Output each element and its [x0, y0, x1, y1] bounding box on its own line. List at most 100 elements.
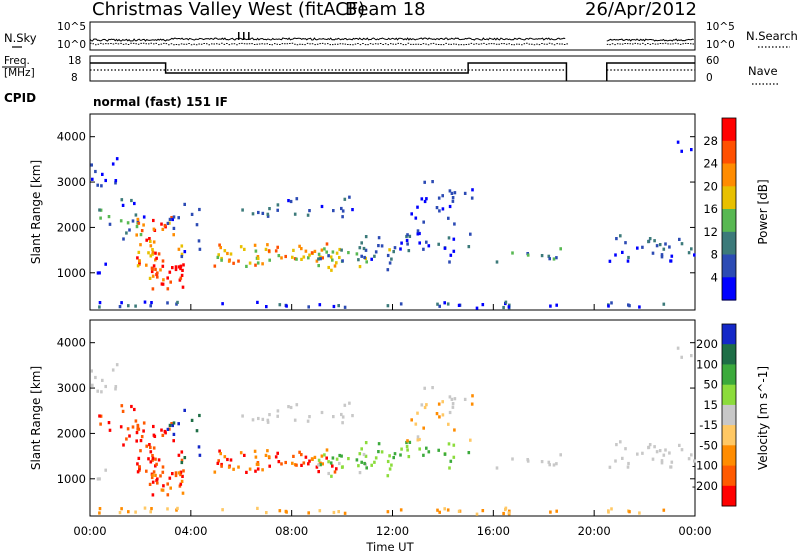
- power-cell: [338, 247, 341, 252]
- power-cell: [162, 278, 165, 282]
- power-cell: [253, 243, 257, 247]
- power-cell: [111, 162, 115, 166]
- velocity-cell: [552, 463, 556, 467]
- power-ytick-label: 3000: [57, 175, 86, 189]
- power-cell: [438, 304, 441, 308]
- velocity-cell: [161, 465, 165, 469]
- power-cell: [451, 199, 455, 203]
- power-cell: [151, 274, 155, 278]
- velocity-cell: [166, 507, 169, 511]
- velocity-cell: [320, 410, 324, 415]
- power-cell: [687, 251, 691, 255]
- velocity-cell: [137, 427, 141, 431]
- velocity-cell: [276, 414, 279, 418]
- power-cell: [340, 248, 343, 252]
- velocity-cell: [152, 446, 156, 450]
- velocity-cell: [147, 457, 150, 461]
- velocity-cell: [662, 508, 666, 512]
- velocity-cell: [337, 510, 340, 514]
- power-cell: [254, 263, 257, 267]
- velocity-cell: [237, 465, 240, 469]
- power-cell: [400, 241, 403, 245]
- power-cell: [475, 306, 479, 310]
- velocity-cell: [540, 460, 544, 464]
- power-ylabel: Slant Range [km]: [29, 160, 43, 264]
- power-cell: [647, 240, 650, 244]
- velocity-cell: [315, 465, 319, 469]
- velocity-cell: [423, 386, 426, 390]
- power-cell: [452, 249, 456, 253]
- power-cell: [257, 210, 260, 215]
- power-cell: [276, 208, 279, 212]
- power-cell: [154, 267, 157, 271]
- power-cell: [418, 231, 421, 236]
- velocity-cell: [327, 460, 330, 464]
- velocity-cell: [151, 473, 154, 477]
- power-colorbar-tick-label: 16: [703, 202, 718, 216]
- velocity-cell: [338, 461, 341, 466]
- velocity-cell: [338, 453, 341, 458]
- freq-right-tick-bottom: 0: [706, 72, 713, 84]
- power-cell: [690, 148, 693, 152]
- power-cell: [357, 258, 360, 262]
- frequency-trace: [90, 62, 695, 81]
- velocity-cell: [163, 429, 167, 434]
- velocity-colorbar-segment: [722, 384, 736, 406]
- velocity-cell: [448, 395, 452, 399]
- power-cell: [163, 223, 167, 228]
- power-cell: [447, 236, 451, 240]
- power-cell: [219, 246, 222, 250]
- power-cell: [425, 240, 428, 244]
- velocity-cell: [181, 491, 185, 495]
- power-cell: [416, 229, 420, 233]
- velocity-cell: [447, 422, 450, 426]
- velocity-colorbar-tick-label: -50: [699, 438, 718, 452]
- velocity-cell: [178, 484, 182, 488]
- velocity-cell: [174, 471, 178, 475]
- velocity-cell: [555, 462, 558, 466]
- velocity-cell: [276, 451, 279, 455]
- frequency-line: [90, 62, 695, 81]
- power-cell: [198, 247, 202, 251]
- power-panel: 1000 2000 3000 4000 Slant Range [km] 4 8 12 16…: [29, 113, 770, 311]
- velocity-cell: [343, 511, 347, 515]
- velocity-cell: [245, 470, 248, 474]
- velocity-cell: [329, 461, 333, 465]
- velocity-colorbar-frame: [721, 323, 737, 507]
- velocity-cell: [647, 446, 650, 450]
- velocity-cell: [687, 457, 691, 461]
- power-cell: [180, 244, 184, 248]
- velocity-cell: [437, 448, 440, 452]
- power-cell: [408, 234, 412, 238]
- velocity-cell: [317, 463, 320, 467]
- velocity-cell: [422, 426, 425, 430]
- power-cell: [660, 253, 664, 257]
- velocity-cell: [118, 511, 122, 515]
- velocity-cell: [151, 456, 155, 460]
- power-axis-ticks: 1000 2000 3000 4000: [57, 130, 696, 310]
- noise-search-line: [90, 42, 694, 46]
- power-cell: [295, 257, 298, 261]
- power-cell: [254, 249, 258, 253]
- velocity-cell: [239, 451, 243, 455]
- velocity-cell: [148, 482, 152, 486]
- frequency-panel-frame: [89, 55, 696, 82]
- power-cell: [216, 255, 220, 259]
- velocity-cell: [304, 455, 308, 459]
- power-cell: [218, 243, 221, 247]
- freq-label-line2: [MHz]: [4, 67, 35, 79]
- power-cell: [502, 305, 505, 310]
- power-cell: [213, 264, 217, 268]
- velocity-cell: [151, 480, 155, 484]
- power-cell: [237, 259, 240, 263]
- power-cell: [142, 223, 145, 227]
- velocity-cell: [507, 511, 511, 515]
- velocity-cell: [678, 443, 681, 447]
- power-cell: [406, 233, 409, 237]
- velocity-cell: [135, 439, 138, 443]
- power-cell: [261, 262, 264, 266]
- cpid-program: normal (fast) 151 IF: [93, 95, 228, 109]
- power-cell: [134, 304, 137, 308]
- power-cell: [265, 305, 268, 309]
- power-cell: [157, 252, 161, 256]
